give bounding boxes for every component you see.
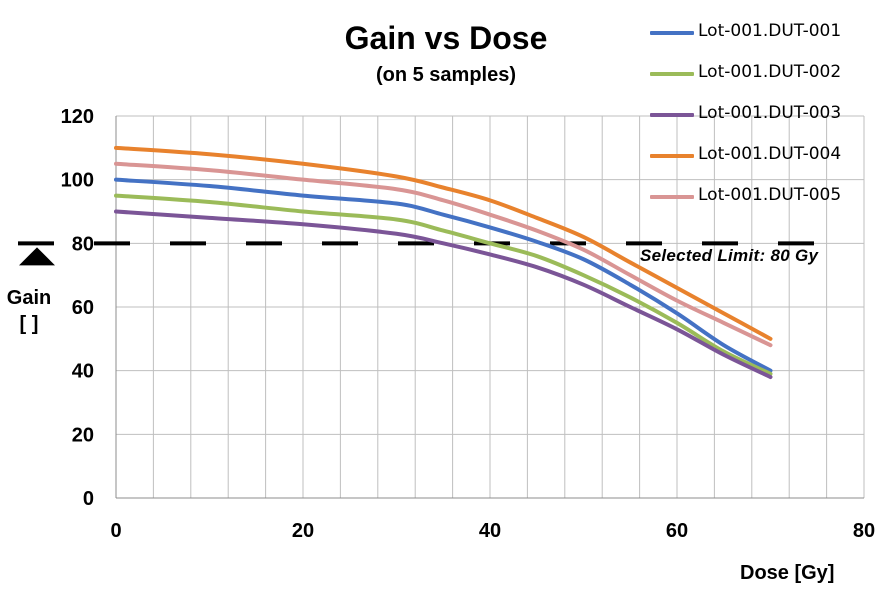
- legend-swatch: [650, 31, 694, 35]
- tick-labels: 0 20 40 60 80 100 120 0 20 40 60 80: [61, 106, 876, 542]
- series-line-4: [114, 145, 773, 341]
- x-tick-label: 20: [292, 520, 314, 542]
- series-line-1: [114, 177, 773, 373]
- y-tick-label: 20: [72, 424, 94, 446]
- series-line-5: [114, 161, 773, 348]
- y-tick-label: 100: [61, 170, 94, 192]
- legend-label: Lot-001.DUT-005: [698, 185, 842, 205]
- threshold-line: [18, 241, 830, 266]
- series-line-3: [114, 209, 773, 380]
- chart-title: Gain vs Dose: [344, 20, 548, 56]
- x-tick-label: 80: [853, 520, 875, 542]
- y-tick-label: 60: [72, 297, 94, 319]
- legend-swatch: [650, 154, 694, 158]
- y-axis-label-line1: Gain: [6, 287, 52, 309]
- threshold-marker-icon: [19, 247, 55, 266]
- legend-label: Lot-001.DUT-001: [698, 21, 842, 41]
- legend-swatch: [650, 72, 694, 76]
- y-tick-label: 40: [72, 361, 94, 383]
- x-tick-label: 40: [479, 520, 501, 542]
- chart-subtitle: (on 5 samples): [375, 64, 517, 86]
- y-axis-label: Gain [ ]: [4, 285, 54, 337]
- x-tick-label: 0: [110, 520, 121, 542]
- legend-item: Lot-001.DUT-001: [650, 18, 890, 48]
- legend-swatch: [650, 113, 694, 117]
- legend-label: Lot-001.DUT-002: [698, 62, 842, 82]
- grid: [116, 115, 865, 498]
- legend-item: Lot-001.DUT-003: [650, 100, 890, 130]
- x-tick-label: 60: [666, 520, 688, 542]
- legend-item: Lot-001.DUT-005: [650, 182, 890, 212]
- legend-label: Lot-001.DUT-003: [698, 103, 842, 123]
- legend-label: Lot-001.DUT-004: [698, 144, 842, 164]
- x-axis-label: Dose [Gy]: [740, 562, 835, 584]
- legend-swatch: [650, 195, 694, 199]
- series-line-2: [114, 193, 773, 376]
- legend-item: Lot-001.DUT-004: [650, 141, 890, 171]
- y-tick-label: 80: [72, 233, 94, 255]
- y-tick-label: 0: [83, 488, 94, 510]
- series-lines: [114, 145, 773, 380]
- legend-item: Lot-001.DUT-002: [650, 59, 890, 89]
- y-tick-label: 120: [61, 106, 94, 128]
- threshold-label: Selected Limit: 80 Gy: [640, 246, 819, 265]
- y-axis-label-line2: [ ]: [19, 313, 39, 335]
